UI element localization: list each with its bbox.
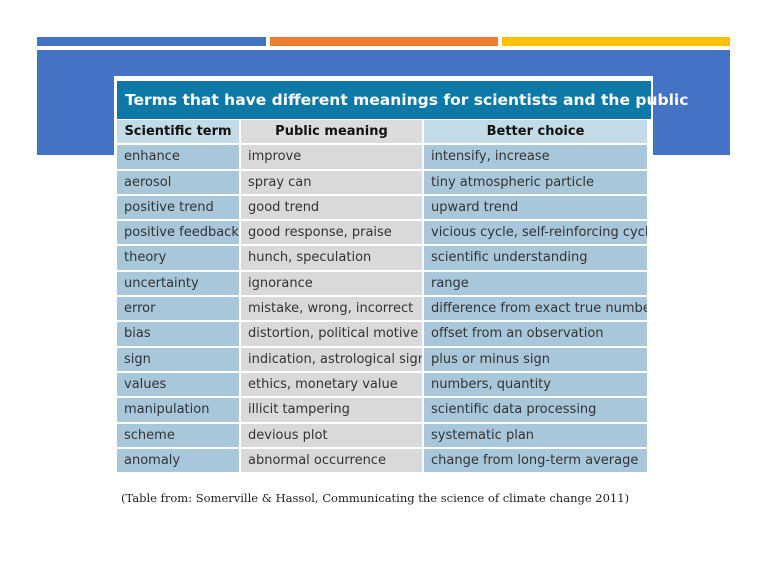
table-cell-better-choice: vicious cycle, self-reinforcing cycle [424,221,647,245]
source-caption: (Table from: Somerville & Hassol, Commun… [121,491,630,505]
table-cell-better-choice: tiny atmospheric particle [424,170,647,194]
table-cell-public-meaning: good response, praise [241,221,422,245]
table-cell-better-choice: systematic plan [424,423,647,447]
terms-table: Scientific term Public meaning Better choi… [117,120,647,473]
table-cell-public-meaning: improve [241,145,422,169]
table-cell-better-choice: scientific data processing [424,398,647,422]
table-cell-public-meaning: good trend [241,195,422,220]
table-cell-public-meaning: ethics, monetary value [241,372,422,397]
table-cell-scientific-term: scheme [117,423,239,447]
table-cell-public-meaning: mistake, wrong, incorrect [241,297,422,321]
table-cell-scientific-term: uncertainty [117,271,239,296]
table-cell-scientific-term: error [117,297,239,321]
table-cell-better-choice: intensify, increase [424,145,647,169]
table-cell-scientific-term: manipulation [117,398,239,422]
table-cell-better-choice: range [424,271,647,296]
table-cell-scientific-term: positive trend [117,195,239,220]
table-cell-public-meaning: ignorance [241,271,422,296]
table-cell-public-meaning: spray can [241,170,422,194]
column-header-scientific-term: Scientific term [117,120,239,144]
table-cell-scientific-term: sign [117,347,239,371]
table-cell-scientific-term: anomaly [117,448,239,473]
table-cell-better-choice: difference from exact true number [424,297,647,321]
table-cell-better-choice: upward trend [424,195,647,220]
table-cell-better-choice: change from long-term average [424,448,647,473]
table-title: Terms that have different meanings for s… [117,81,688,119]
accent-bar-orange [270,37,498,46]
table-cell-scientific-term: enhance [117,145,239,169]
table-cell-public-meaning: abnormal occurrence [241,448,422,473]
table-cell-public-meaning: distortion, political motive [241,322,422,346]
table-cell-scientific-term: aerosol [117,170,239,194]
table-cell-better-choice: offset from an observation [424,322,647,346]
accent-bar-blue [37,37,266,46]
table-cell-scientific-term: theory [117,246,239,270]
table-cell-better-choice: scientific understanding [424,246,647,270]
column-header-better-choice: Better choice [424,120,647,144]
table-cell-scientific-term: positive feedback [117,221,239,245]
column-header-public-meaning: Public meaning [241,120,422,144]
table-cell-public-meaning: indication, astrological sign [241,347,422,371]
table-cell-better-choice: plus or minus sign [424,347,647,371]
table-cell-better-choice: numbers, quantity [424,372,647,397]
table-cell-public-meaning: devious plot [241,423,422,447]
table-cell-scientific-term: bias [117,322,239,346]
table-cell-public-meaning: illicit tampering [241,398,422,422]
table-cell-public-meaning: hunch, speculation [241,246,422,270]
accent-bar-gold [502,37,730,46]
table-cell-scientific-term: values [117,372,239,397]
